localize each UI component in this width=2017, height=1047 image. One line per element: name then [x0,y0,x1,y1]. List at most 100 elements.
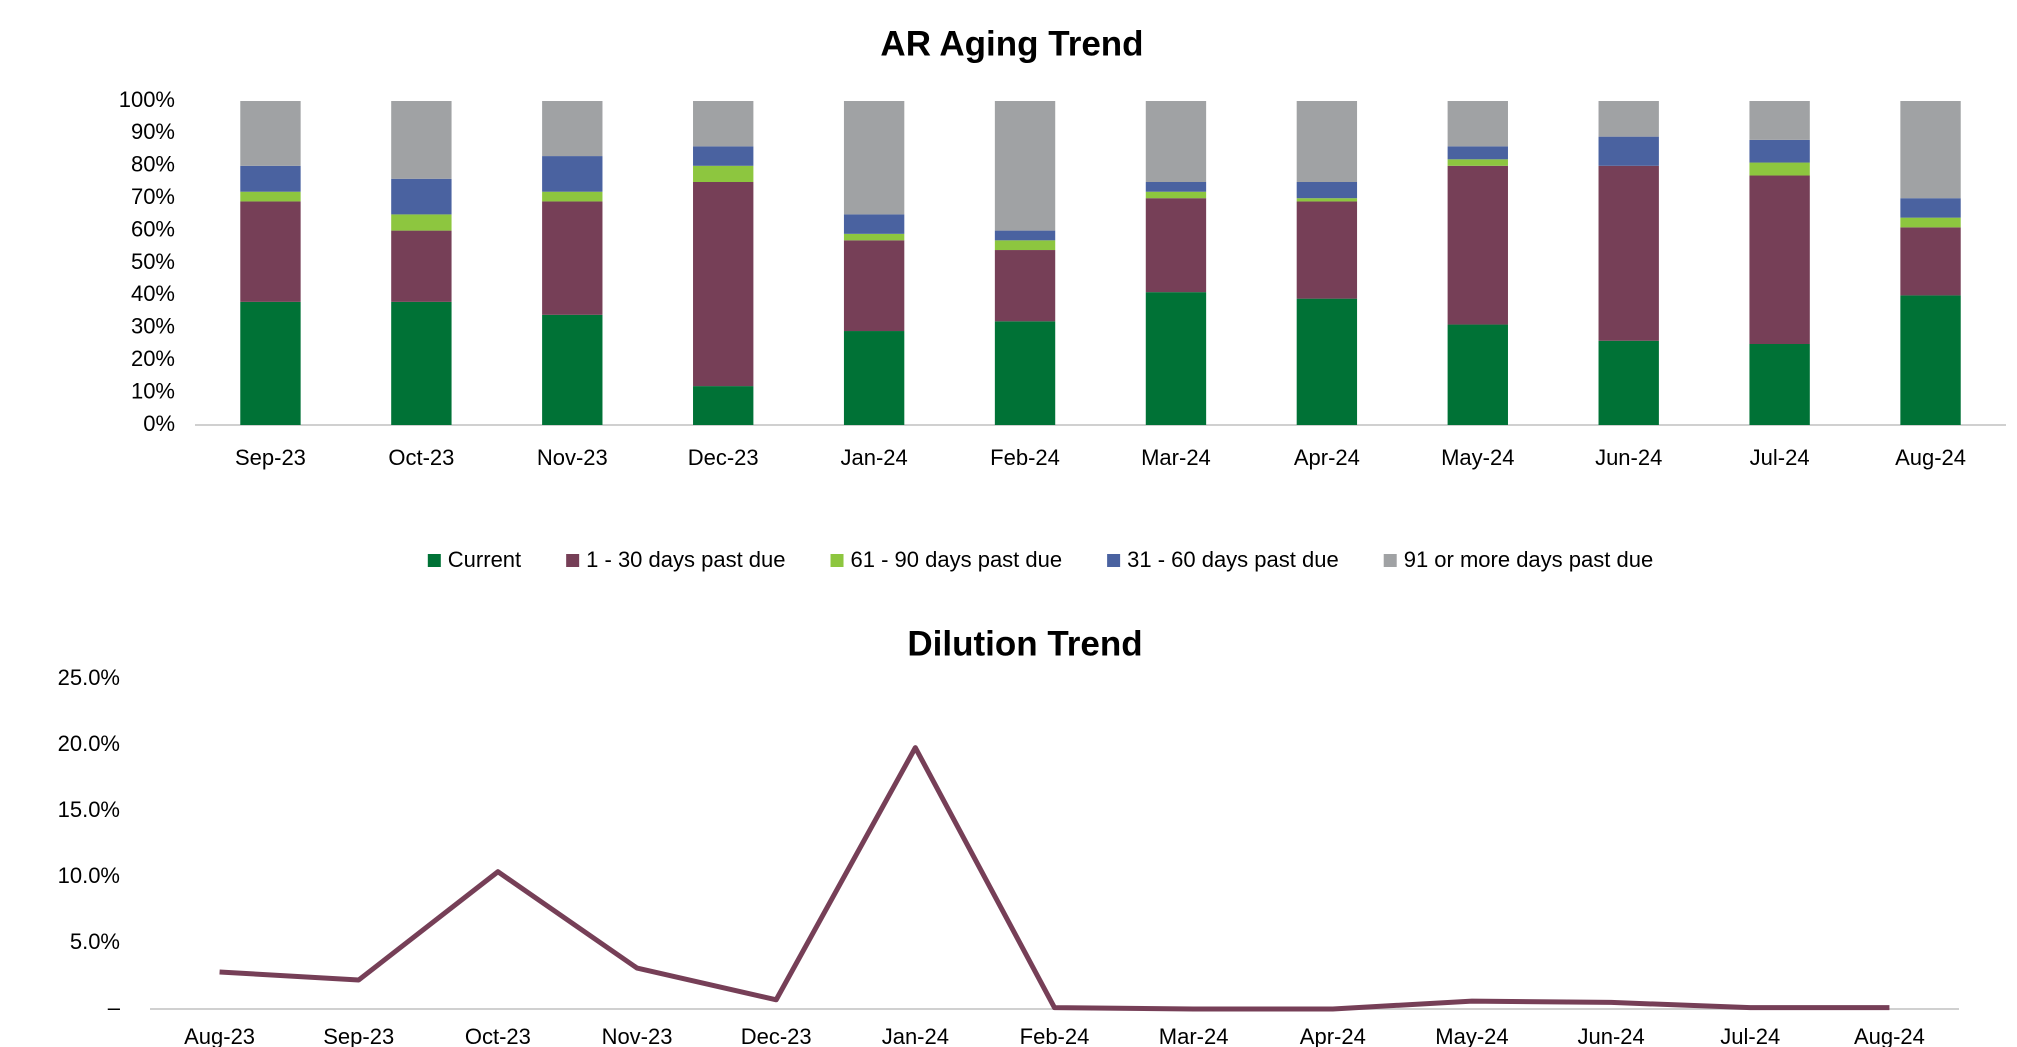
x-tick-label: Mar-24 [1141,445,1211,470]
bar-segment [1296,201,1358,299]
bar-segment [542,191,603,202]
x-tick-label: Feb-24 [1020,1024,1090,1047]
bar-segment [1145,191,1207,199]
x-tick-label: Sep-23 [235,445,306,470]
x-tick-label: Jan-24 [882,1024,949,1047]
bar-segment [1749,139,1810,163]
bar-segment [1900,227,1961,296]
x-tick-label: May-24 [1435,1024,1508,1047]
bar-segment [994,240,1056,251]
x-tick-label: Mar-24 [1159,1024,1229,1047]
y-tick-label: 80% [131,152,175,177]
bar-segment [542,314,603,425]
bar-segment [1900,217,1961,228]
x-tick-label: Jun-24 [1595,445,1662,470]
bar-segment [542,156,603,192]
y-tick-label: 15.0% [58,797,120,822]
x-tick-label: Aug-24 [1895,445,1966,470]
legend-swatch [1383,554,1397,567]
bar-segment [391,101,452,179]
y-tick-label: – [108,995,121,1020]
legend-label: 91 or more days past due [1404,547,1653,572]
x-tick-label: Oct-23 [465,1024,531,1047]
bar-segment [1598,165,1659,341]
bar-segment [1145,198,1207,293]
bar-segment [843,233,905,241]
x-tick-label: Dec-23 [741,1024,812,1047]
bar-segment [1900,101,1961,199]
bar-segment [843,240,905,332]
x-tick-label: Oct-23 [388,445,454,470]
bar-segment [391,301,452,425]
y-tick-label: 10% [131,378,175,403]
y-tick-label: 20.0% [58,731,120,756]
chart-title: AR Aging Trend [880,24,1143,63]
y-tick-label: 100% [119,87,175,112]
bar-segment [994,321,1056,425]
y-tick-label: 10.0% [58,863,120,888]
chart-title: Dilution Trend [907,624,1142,663]
legend-swatch [830,554,844,567]
y-tick-label: 50% [131,249,175,274]
bar-segment [843,101,905,215]
bar-segment [693,386,754,425]
bar-segment [1900,295,1961,425]
bar-segment [1447,146,1508,160]
bar-segment [994,250,1056,322]
y-tick-label: 90% [131,119,175,144]
bar-segment [1447,159,1508,166]
bar-segment [1598,136,1659,166]
bar-segment [1749,344,1810,425]
y-tick-label: 0% [143,411,175,436]
x-tick-label: Nov-23 [537,445,608,470]
legend-swatch [1107,554,1121,567]
bar-segment [693,101,754,147]
bar-segment [542,101,603,157]
bar-segment [1145,292,1207,425]
bar-segment [240,101,301,166]
line [219,745,1890,1012]
bar-segment [240,165,301,192]
legend-label: 61 - 90 days past due [851,547,1063,572]
bar-segment [1749,175,1810,344]
bar-segment [1447,324,1508,425]
legend-label: 1 - 30 days past due [586,547,785,572]
x-tick-label: Apr-24 [1300,1024,1366,1047]
bar-segment [1145,101,1207,182]
x-tick-label: Apr-24 [1294,445,1360,470]
bar-segment [843,331,905,425]
legend-swatch [566,554,580,567]
y-tick-label: 5.0% [70,929,120,954]
bar-segment [1598,340,1659,425]
x-tick-label: Feb-24 [990,445,1060,470]
bar-segment [1749,101,1810,140]
bar-segment [1296,198,1358,202]
x-tick-label: Jul-24 [1750,445,1810,470]
bar-segment [1447,101,1508,147]
x-tick-label: Jan-24 [840,445,907,470]
bar-segment [1900,198,1961,218]
bar-segment [391,230,452,302]
bar-segment [1296,182,1358,199]
bar-segment [240,201,301,302]
bar-segment [843,214,905,234]
bar-segment [693,165,754,182]
x-tick-label: Aug-24 [1854,1024,1925,1047]
x-tick-label: Dec-23 [688,445,759,470]
y-tick-label: 70% [131,184,175,209]
bar-segment [1749,162,1810,176]
bar-segment [1447,165,1508,325]
x-tick-label: Sep-23 [323,1024,394,1047]
x-tick-label: Jul-24 [1720,1024,1780,1047]
bar-segment [1145,182,1207,192]
legend-label: 31 - 60 days past due [1127,547,1339,572]
bar-segment [240,191,301,202]
bar-segment [391,178,452,215]
bar-segment [1296,101,1358,182]
y-tick-label: 30% [131,314,175,339]
y-tick-label: 25.0% [58,665,120,690]
legend-swatch [427,554,441,567]
y-tick-label: 40% [131,281,175,306]
bar-segment [542,201,603,315]
